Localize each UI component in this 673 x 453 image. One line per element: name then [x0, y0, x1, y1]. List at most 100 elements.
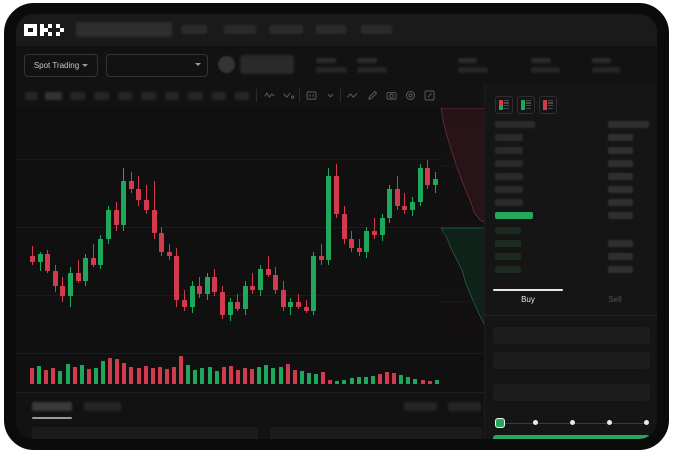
orderbook-ask-amount[interactable]	[608, 147, 633, 154]
volume-bar	[292, 369, 297, 384]
okx-logo[interactable]	[24, 24, 65, 36]
app-screen: Spot Trading	[16, 14, 657, 439]
slider-stop-75[interactable]	[607, 420, 612, 425]
timeframe-button-5[interactable]	[118, 92, 132, 100]
settings-gear-icon[interactable]	[404, 89, 417, 102]
orderbook-ask-amount[interactable]	[608, 160, 633, 167]
order-total-field[interactable]	[493, 384, 650, 401]
volume-bar	[349, 378, 354, 384]
bottom-action-2[interactable]	[448, 402, 481, 411]
global-search-input[interactable]	[76, 22, 172, 37]
compare-icon[interactable]	[282, 89, 295, 102]
timeframe-button-3[interactable]	[70, 92, 85, 100]
volume-bar	[136, 368, 141, 384]
timeframe-button-2[interactable]	[45, 92, 62, 100]
tab-sell[interactable]: Sell	[608, 295, 622, 304]
volume-bar	[377, 374, 382, 384]
order-price-field[interactable]	[493, 327, 650, 344]
volume-bar	[186, 365, 191, 384]
volume-bar	[392, 373, 397, 384]
orderbook-ask-amount[interactable]	[608, 134, 633, 141]
orderbook-ask-price[interactable]	[495, 134, 523, 141]
chevron-down-icon[interactable]	[324, 89, 337, 102]
nav-item-3[interactable]	[269, 25, 303, 34]
pencil-icon[interactable]	[366, 89, 379, 102]
submit-order-button[interactable]	[493, 435, 650, 439]
volume-bar	[285, 364, 290, 384]
orderbook-bid-price[interactable]	[495, 266, 521, 273]
candlestick-chart[interactable]	[16, 108, 484, 392]
orderbook-bid-amount[interactable]	[608, 253, 633, 260]
orderbook-asks-icon[interactable]	[539, 96, 557, 114]
volume-bar	[115, 359, 120, 384]
orderbook-ask-price[interactable]	[495, 147, 523, 154]
bottom-tab-2[interactable]	[84, 402, 121, 411]
nav-item-4[interactable]	[316, 25, 346, 34]
orderbook-ask-amount[interactable]	[608, 186, 633, 193]
order-amount-field[interactable]	[493, 352, 650, 369]
camera-icon[interactable]	[385, 89, 398, 102]
bottom-tab-underline	[32, 417, 72, 419]
volume-bar	[271, 368, 276, 384]
slider-handle[interactable]	[495, 418, 505, 428]
timeframe-button-8[interactable]	[188, 92, 203, 100]
orderbook-ask-price[interactable]	[495, 173, 523, 180]
orderbook-header-amount	[608, 121, 649, 128]
orderbook-bids-icon[interactable]	[517, 96, 535, 114]
volume-bar	[413, 379, 418, 384]
tab-buy[interactable]: Buy	[521, 295, 535, 304]
bottom-tab-1[interactable]	[32, 402, 72, 411]
line-style-icon[interactable]	[346, 89, 359, 102]
bottom-card-1[interactable]	[32, 427, 258, 439]
timeframe-button-10[interactable]	[235, 92, 249, 100]
volume-bar	[356, 376, 361, 384]
bottom-orders-panel	[16, 392, 484, 439]
orderbook-bid-amount[interactable]	[608, 266, 633, 273]
nav-item-1[interactable]	[181, 25, 207, 34]
indicator-wave-icon[interactable]	[263, 89, 276, 102]
volume-bar	[51, 368, 56, 384]
volume-bar	[86, 369, 91, 384]
timeframe-button-9[interactable]	[212, 92, 226, 100]
orderbook-ask-amount[interactable]	[608, 173, 633, 180]
slider-stop-50[interactable]	[570, 420, 575, 425]
orderbook-last-amount[interactable]	[608, 212, 633, 219]
template-icon[interactable]	[305, 89, 318, 102]
slider-stop-25[interactable]	[533, 420, 538, 425]
timeframe-button-7[interactable]	[165, 92, 179, 100]
volume-bar	[193, 370, 198, 384]
orderbook-bid-price[interactable]	[495, 227, 521, 234]
trading-mode-selector[interactable]: Spot Trading	[24, 54, 98, 77]
timeframe-button-6[interactable]	[141, 92, 156, 100]
orderbook-ask-price[interactable]	[495, 199, 523, 206]
orderbook-bid-price[interactable]	[495, 253, 521, 260]
volume-bar	[221, 367, 226, 384]
nav-item-2[interactable]	[224, 25, 256, 34]
volume-bar	[172, 367, 176, 384]
volume-bar	[406, 377, 411, 384]
bottom-action-1[interactable]	[404, 402, 437, 411]
volume-bar	[363, 377, 368, 384]
orderbook-both-icon[interactable]	[495, 96, 513, 114]
bottom-card-2[interactable]	[270, 427, 482, 439]
orderbook-bid-amount[interactable]	[608, 240, 633, 247]
orderbook-last-price[interactable]	[495, 212, 533, 219]
top-navigation-bar	[16, 14, 657, 46]
volume-bar	[370, 375, 375, 384]
slider-stop-100[interactable]	[644, 420, 649, 425]
orderbook-ask-price[interactable]	[495, 186, 523, 193]
depth-chart-overlay	[440, 108, 492, 344]
fullscreen-icon[interactable]	[423, 89, 436, 102]
timeframe-button-1[interactable]	[25, 92, 38, 100]
nav-item-5[interactable]	[361, 25, 392, 34]
timeframe-button-4[interactable]	[94, 92, 109, 100]
volume-bar	[200, 368, 205, 384]
orderbook-ask-amount[interactable]	[608, 199, 633, 206]
amount-slider[interactable]	[495, 418, 650, 428]
orderbook-ask-price[interactable]	[495, 160, 523, 167]
volume-bar	[143, 366, 148, 384]
trading-pair-select[interactable]	[106, 54, 208, 77]
volume-bar	[150, 367, 155, 384]
orderbook-header-price	[495, 121, 535, 128]
orderbook-bid-price[interactable]	[495, 240, 521, 247]
